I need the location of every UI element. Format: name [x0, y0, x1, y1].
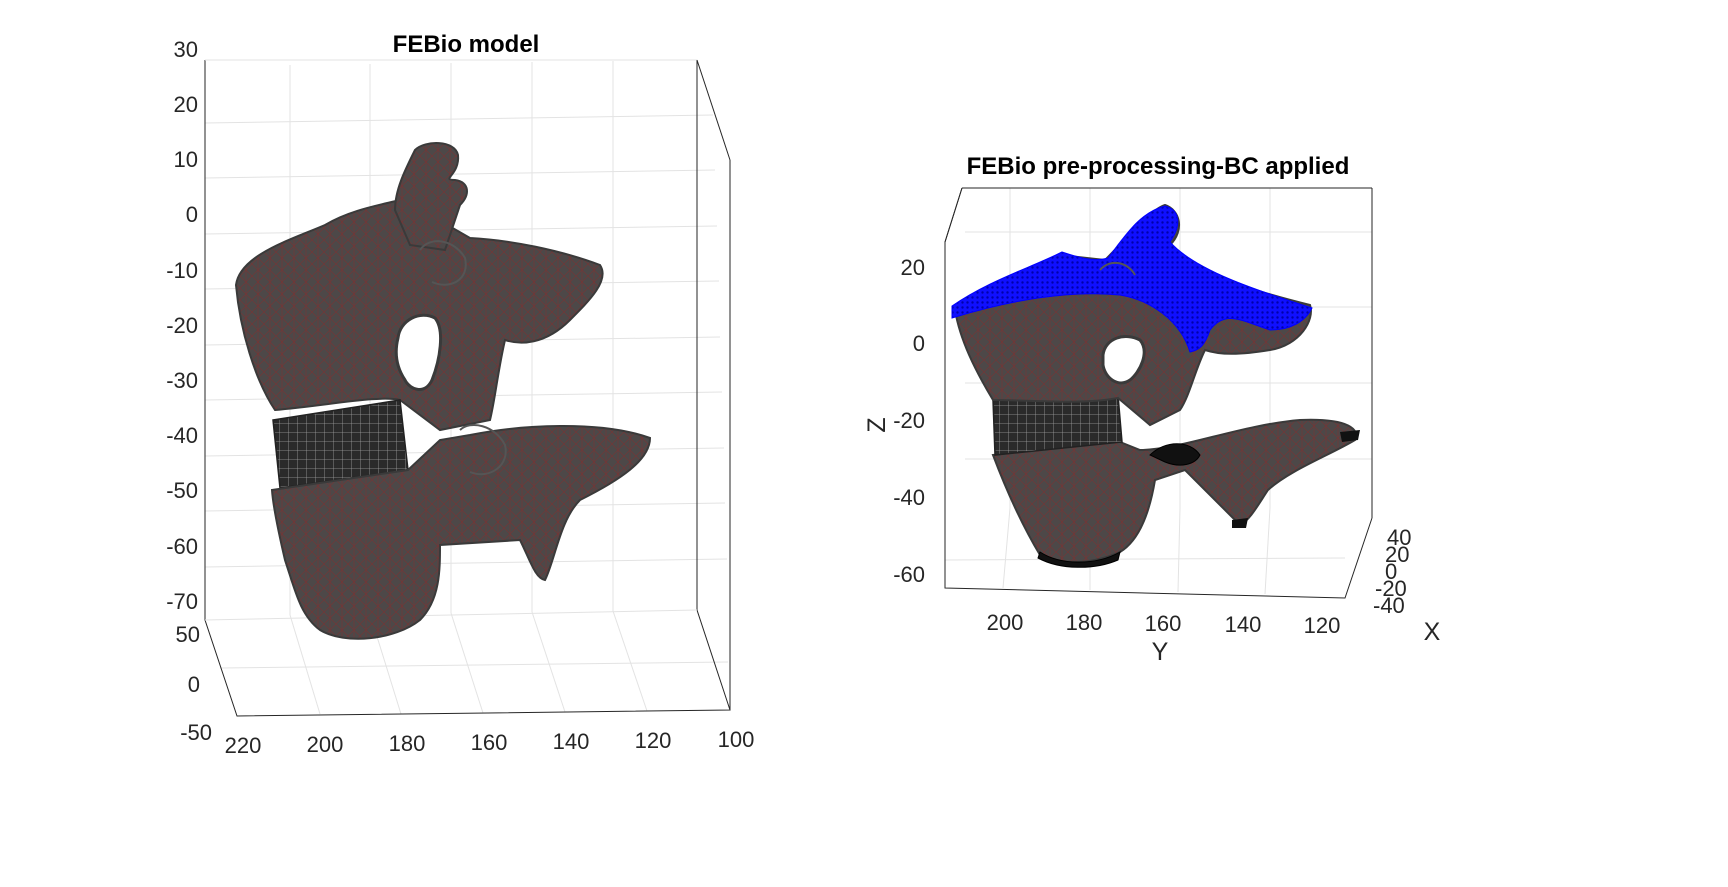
- right-y-axis-label: Y: [1152, 638, 1169, 666]
- right-z-tick: -60: [893, 562, 925, 587]
- right-z-tick: 0: [913, 331, 925, 356]
- left-z-tick: -50: [166, 478, 198, 503]
- right-plot-title: FEBio pre-processing-BC applied: [967, 153, 1350, 180]
- left-z-tick: -70: [166, 589, 198, 614]
- left-z-tick: -20: [166, 313, 198, 338]
- right-plot: FEBio pre-processing-BC applied Z Y X 20…: [863, 153, 1441, 666]
- right-x-tick: 40: [1387, 525, 1411, 550]
- left-vertebra-mesh: [234, 142, 652, 640]
- left-x-ticks: 50 0 -50: [176, 622, 212, 745]
- left-y-tick: 220: [225, 733, 262, 758]
- right-y-tick: 180: [1066, 610, 1103, 635]
- left-y-ticks: 220 200 180 160 140 120 100: [225, 727, 755, 758]
- left-x-tick: 50: [176, 622, 200, 647]
- right-z-tick: 20: [901, 255, 925, 280]
- right-axes-box: [944, 187, 1373, 599]
- left-z-tick: -10: [166, 258, 198, 283]
- left-z-tick: 0: [186, 202, 198, 227]
- left-z-tick: -30: [166, 368, 198, 393]
- left-z-tick: -40: [166, 423, 198, 448]
- right-y-tick: 200: [987, 610, 1024, 635]
- right-y-tick: 140: [1225, 612, 1262, 637]
- right-y-tick: 160: [1145, 611, 1182, 636]
- left-x-tick: 0: [188, 672, 200, 697]
- left-axes-box: [204, 59, 731, 717]
- left-z-tick: 10: [174, 147, 198, 172]
- right-vertebra-mesh: [951, 203, 1360, 568]
- right-x-tick: 0: [1385, 559, 1397, 584]
- left-plot: FEBio model 30 20 10 0 -10 -20 -30 -40 -…: [166, 31, 754, 758]
- left-z-tick: 20: [174, 92, 198, 117]
- right-y-tick: 120: [1304, 613, 1341, 638]
- left-y-tick: 120: [635, 728, 672, 753]
- left-y-tick: 180: [389, 731, 426, 756]
- right-z-ticks: 20 0 -20 -40 -60: [893, 255, 925, 587]
- right-x-axis-label: X: [1424, 618, 1441, 646]
- left-z-tick: -60: [166, 534, 198, 559]
- left-y-tick: 160: [471, 730, 508, 755]
- right-z-axis-label: Z: [863, 417, 891, 432]
- right-x-ticks: 40 20 0 -20 -40: [1373, 525, 1411, 618]
- right-y-ticks: 200 180 160 140 120: [987, 610, 1341, 638]
- right-x-tick: 20: [1385, 542, 1409, 567]
- left-plot-title: FEBio model: [393, 31, 540, 58]
- left-y-tick: 100: [718, 727, 755, 752]
- right-z-tick: -20: [893, 408, 925, 433]
- right-x-tick: -20: [1375, 576, 1407, 601]
- left-z-tick: 30: [174, 37, 198, 62]
- left-y-tick: 200: [307, 732, 344, 757]
- left-z-ticks: 30 20 10 0 -10 -20 -30 -40 -50 -60 -70: [166, 37, 198, 614]
- right-x-tick: -40: [1373, 593, 1405, 618]
- right-z-tick: -40: [893, 485, 925, 510]
- left-x-tick: -50: [180, 720, 212, 745]
- left-y-tick: 140: [553, 729, 590, 754]
